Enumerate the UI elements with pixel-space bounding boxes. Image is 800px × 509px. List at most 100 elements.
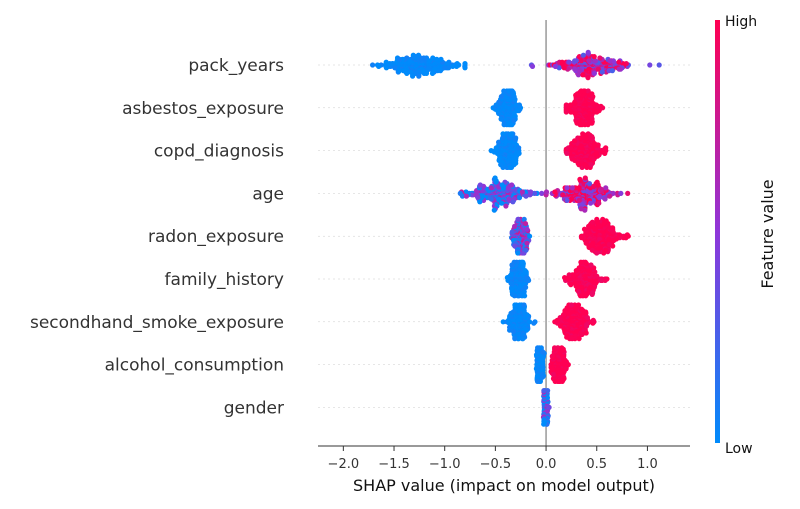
- shap-point: [588, 200, 594, 206]
- shap-point: [404, 70, 410, 76]
- shap-point: [567, 145, 574, 151]
- shap-point: [566, 59, 572, 65]
- shap-point: [509, 291, 516, 297]
- shap-point: [513, 155, 519, 161]
- shap-point: [513, 135, 519, 141]
- shap-point: [577, 176, 583, 182]
- shap-point: [575, 302, 582, 308]
- shap-point: [568, 282, 574, 288]
- shap-point: [588, 262, 594, 268]
- shap-point: [457, 190, 463, 196]
- shap-point: [613, 236, 619, 242]
- shap-point: [552, 189, 558, 195]
- shap-point: [528, 189, 534, 195]
- shap-point: [442, 65, 448, 71]
- shap-point: [546, 404, 552, 410]
- shap-point: [576, 336, 582, 342]
- shap-point: [493, 102, 499, 108]
- shap-point: [590, 317, 596, 323]
- shap-point: [500, 319, 506, 325]
- shap-point: [577, 119, 583, 125]
- shap-point: [578, 206, 584, 212]
- shap-point: [568, 109, 574, 115]
- shap-point: [590, 240, 596, 246]
- shap-point: [522, 221, 529, 227]
- shap-point: [500, 135, 506, 141]
- shap-point: [580, 52, 587, 58]
- shap-point: [583, 261, 590, 267]
- shap-point: [564, 334, 570, 340]
- shap-point: [527, 319, 533, 325]
- shap-point: [534, 378, 541, 384]
- shap-point: [572, 58, 578, 64]
- shap-point: [589, 291, 595, 297]
- shap-point: [521, 216, 527, 222]
- shap-point: [549, 353, 555, 359]
- shap-point: [496, 157, 502, 163]
- shap-point: [512, 302, 518, 308]
- shap-point: [580, 72, 586, 78]
- shap-point: [499, 200, 505, 206]
- shap-point: [521, 302, 527, 308]
- shap-point: [578, 259, 584, 265]
- shap-point: [488, 196, 494, 202]
- x-tick-label: 0.0: [536, 457, 557, 472]
- shap-point: [596, 108, 602, 114]
- shap-point: [590, 101, 597, 107]
- feature-label: secondhand_smoke_exposure: [30, 313, 284, 333]
- shap-point: [529, 63, 536, 69]
- shap-point: [606, 242, 612, 248]
- shap-point: [508, 272, 514, 278]
- shap-point: [562, 357, 568, 363]
- shap-point: [609, 68, 616, 74]
- shap-point: [589, 219, 596, 225]
- shap-point: [494, 150, 500, 156]
- feature-label: radon_exposure: [148, 227, 284, 247]
- shap-point: [576, 185, 582, 191]
- shap-point: [577, 135, 584, 141]
- shap-point: [510, 329, 517, 335]
- shap-point: [503, 203, 509, 209]
- shap-point: [376, 63, 382, 69]
- shap-point: [596, 246, 602, 252]
- shap-point: [576, 265, 582, 271]
- shap-point: [603, 247, 609, 253]
- shap-point: [580, 308, 586, 314]
- shap-point: [601, 221, 607, 227]
- shap-point: [561, 65, 567, 71]
- shap-point: [584, 315, 591, 321]
- shap-point: [510, 199, 516, 205]
- shap-point: [522, 293, 528, 299]
- shap-point: [552, 63, 559, 69]
- feature-label: age: [252, 184, 284, 204]
- shap-point: [541, 388, 547, 394]
- shap-point: [616, 232, 623, 238]
- shap-point: [509, 88, 515, 94]
- feature-label: copd_diagnosis: [154, 142, 284, 162]
- shap-point: [599, 69, 605, 75]
- shap-point: [586, 92, 593, 98]
- shap-point: [563, 366, 569, 372]
- shap-point: [576, 162, 582, 168]
- shap-point: [584, 323, 590, 329]
- shap-point: [594, 250, 600, 256]
- shap-point: [396, 56, 403, 63]
- shap-point: [591, 70, 598, 76]
- shap-point: [495, 108, 501, 114]
- shap-point: [479, 195, 485, 201]
- colorbar-gradient: [715, 20, 720, 443]
- shap-point: [583, 240, 589, 246]
- shap-point: [499, 182, 505, 188]
- shap-point: [523, 193, 529, 199]
- shap-point: [510, 309, 516, 315]
- shap-point: [578, 235, 585, 241]
- shap-point: [523, 247, 529, 253]
- shap-point: [616, 59, 622, 65]
- shap-point: [576, 92, 582, 98]
- shap-point: [514, 108, 520, 114]
- shap-point: [383, 59, 389, 65]
- feature-labels: pack_years asbestos_exposure copd_diagnosi…: [30, 56, 284, 418]
- shap-point: [563, 109, 569, 115]
- shap-point: [565, 276, 571, 282]
- shap-point: [501, 122, 507, 128]
